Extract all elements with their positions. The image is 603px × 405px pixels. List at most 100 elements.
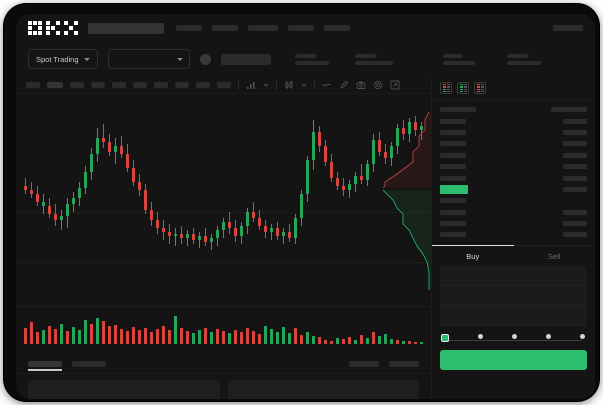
volume-bar [126, 331, 129, 344]
global-search-input[interactable] [88, 22, 164, 34]
nav-item-earn[interactable] [288, 25, 314, 31]
volume-bar [318, 337, 321, 344]
nav-item-more[interactable] [324, 25, 350, 31]
bottom-panel-right [227, 380, 419, 399]
order-price-field[interactable] [440, 265, 587, 286]
slider-step-50[interactable] [511, 333, 517, 339]
timeframe-15m[interactable] [70, 81, 84, 88]
orderbook-ask-row[interactable] [440, 127, 587, 138]
chevron-down-icon[interactable] [301, 80, 307, 90]
volume-bar [216, 329, 219, 344]
tab-open-orders[interactable] [28, 360, 62, 371]
bottom-action-1[interactable] [349, 360, 379, 367]
toolbar-divider [314, 79, 315, 90]
order-amount-slider[interactable] [432, 326, 595, 348]
orderbook-current-price-row[interactable] [440, 184, 587, 195]
order-total-field[interactable] [440, 305, 587, 326]
volume-bar [114, 325, 117, 344]
volume-bar [306, 332, 309, 344]
volume-bar [312, 336, 315, 344]
orderbook-ask-row[interactable] [440, 150, 587, 161]
app-screen: Spot Trading [16, 14, 595, 399]
timeframe-1w[interactable] [175, 81, 189, 88]
price-chart[interactable] [16, 94, 431, 309]
volume-bar [198, 330, 201, 344]
slider-step-100[interactable] [580, 333, 585, 339]
orderbook-bid-row[interactable] [440, 229, 587, 240]
orderbook-mode-bids[interactable] [457, 82, 469, 94]
nav-item-trade[interactable] [212, 25, 238, 31]
volume-bar [138, 330, 141, 344]
fullscreen-icon[interactable] [390, 80, 400, 90]
timeframe-1mo[interactable] [196, 81, 210, 88]
timeframe-1d[interactable] [154, 81, 168, 88]
orderbook-bid-row[interactable] [440, 207, 587, 218]
okx-logo-icon[interactable] [28, 21, 78, 35]
volume-bar [408, 341, 411, 344]
orderbook-rows[interactable] [432, 100, 595, 241]
nav-item-account[interactable] [553, 25, 583, 31]
volume-bar [228, 333, 231, 344]
buy-submit-button[interactable] [440, 349, 587, 370]
orderbook-mode-both[interactable] [440, 82, 452, 94]
camera-icon[interactable] [356, 80, 366, 90]
line-tool-icon[interactable] [322, 80, 332, 90]
indicator-icon[interactable] [246, 80, 256, 90]
draw-pencil-icon[interactable] [339, 80, 349, 90]
orderbook-mode-asks[interactable] [474, 82, 486, 94]
volume-bar [168, 330, 171, 344]
timeframe-1m[interactable] [26, 81, 40, 88]
volume-bar [90, 324, 93, 344]
slider-step-75[interactable] [545, 333, 551, 339]
spot-trading-dropdown[interactable]: Spot Trading [28, 49, 98, 69]
timeframe-5m[interactable] [47, 81, 63, 88]
volume-bar [36, 332, 39, 344]
stat-24h-change [354, 53, 393, 65]
stat-24h-high [442, 53, 475, 65]
order-amount-field[interactable] [440, 285, 587, 306]
orderbook-ask-row[interactable] [440, 172, 587, 183]
volume-bar [264, 326, 267, 344]
timeframe-1h[interactable] [112, 81, 126, 88]
stat-value [506, 60, 541, 65]
settings-gear-icon[interactable] [373, 80, 383, 90]
volume-bar [384, 334, 387, 344]
chevron-down-icon[interactable] [263, 80, 269, 90]
volume-bar [246, 328, 249, 344]
bottom-action-2[interactable] [389, 360, 419, 367]
volume-bar [84, 320, 87, 344]
gridline-2 [16, 306, 431, 307]
nav-item-markets[interactable] [176, 25, 202, 31]
volume-bar [186, 331, 189, 344]
timeframe-4h[interactable] [133, 81, 147, 88]
volume-bar [354, 340, 357, 344]
volume-bar [240, 332, 243, 344]
orderbook-ask-row[interactable] [440, 115, 587, 126]
bottom-panel-left [28, 380, 220, 399]
orderbook-bid-row[interactable] [440, 218, 587, 229]
volume-bar [336, 338, 339, 344]
orderbook-bid-row[interactable] [440, 195, 587, 206]
volume-bar [60, 324, 63, 344]
volume-bar [396, 340, 399, 344]
stat-label [354, 53, 377, 58]
orderbook-ask-row[interactable] [440, 138, 587, 149]
tab-order-history[interactable] [72, 360, 106, 367]
volume-bar [204, 328, 207, 344]
pair-stats-bar: Spot Trading [16, 42, 595, 76]
volume-bar [30, 322, 33, 344]
nav-item-derivatives[interactable] [248, 25, 278, 31]
timeframe-more[interactable] [217, 81, 231, 88]
orderbook-ask-row[interactable] [440, 161, 587, 172]
trading-pair-select[interactable] [107, 49, 190, 69]
tab-sell[interactable]: Sell [547, 251, 561, 261]
volume-bar [102, 321, 105, 344]
tab-buy[interactable]: Buy [432, 244, 514, 266]
slider-step-25[interactable] [477, 333, 483, 339]
volume-bar [258, 334, 261, 344]
candle-type-icon[interactable] [284, 80, 294, 90]
timeframe-30m[interactable] [91, 81, 105, 88]
stat-label [294, 53, 317, 58]
toolbar-divider [276, 79, 277, 90]
slider-handle[interactable] [440, 333, 449, 342]
